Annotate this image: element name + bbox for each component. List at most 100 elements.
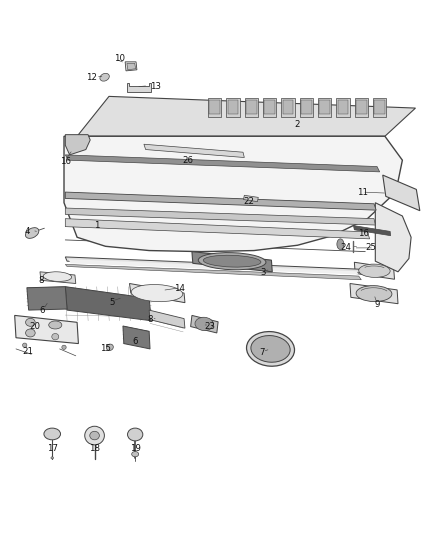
Ellipse shape bbox=[90, 431, 99, 440]
Polygon shape bbox=[65, 135, 90, 155]
Ellipse shape bbox=[44, 428, 60, 440]
Polygon shape bbox=[130, 284, 185, 303]
Ellipse shape bbox=[198, 253, 266, 270]
Ellipse shape bbox=[62, 345, 66, 350]
Polygon shape bbox=[65, 208, 375, 225]
Polygon shape bbox=[338, 100, 348, 115]
Text: 24: 24 bbox=[340, 244, 351, 253]
Ellipse shape bbox=[49, 321, 62, 329]
Polygon shape bbox=[77, 96, 416, 136]
Polygon shape bbox=[319, 100, 330, 115]
Polygon shape bbox=[65, 257, 361, 273]
Ellipse shape bbox=[195, 317, 213, 330]
Polygon shape bbox=[123, 326, 150, 349]
Polygon shape bbox=[68, 259, 359, 274]
Polygon shape bbox=[228, 100, 238, 115]
Polygon shape bbox=[356, 100, 367, 115]
Text: 23: 23 bbox=[204, 321, 215, 330]
Ellipse shape bbox=[25, 329, 35, 337]
Ellipse shape bbox=[52, 334, 59, 340]
Polygon shape bbox=[246, 100, 257, 115]
Polygon shape bbox=[283, 100, 293, 115]
Text: 12: 12 bbox=[86, 73, 97, 82]
Text: 14: 14 bbox=[174, 284, 185, 293]
Polygon shape bbox=[354, 262, 395, 279]
Text: 1: 1 bbox=[94, 221, 99, 230]
Text: 22: 22 bbox=[243, 197, 254, 206]
Polygon shape bbox=[355, 98, 368, 117]
Polygon shape bbox=[375, 203, 411, 272]
Ellipse shape bbox=[43, 272, 72, 281]
Text: 7: 7 bbox=[259, 348, 265, 357]
Ellipse shape bbox=[132, 451, 139, 457]
Polygon shape bbox=[149, 310, 185, 328]
Ellipse shape bbox=[25, 318, 35, 326]
Polygon shape bbox=[64, 136, 403, 252]
Text: 19: 19 bbox=[130, 444, 141, 453]
Ellipse shape bbox=[106, 344, 113, 351]
Ellipse shape bbox=[22, 343, 27, 348]
Polygon shape bbox=[350, 284, 398, 304]
Text: 3: 3 bbox=[260, 269, 265, 277]
Text: 6: 6 bbox=[39, 305, 45, 314]
Polygon shape bbox=[373, 98, 386, 117]
Polygon shape bbox=[192, 252, 272, 272]
Polygon shape bbox=[27, 287, 67, 310]
Polygon shape bbox=[65, 287, 151, 321]
Ellipse shape bbox=[85, 426, 104, 445]
Polygon shape bbox=[191, 316, 218, 333]
Text: 10: 10 bbox=[114, 54, 125, 62]
Polygon shape bbox=[383, 175, 420, 211]
Polygon shape bbox=[40, 272, 76, 284]
Polygon shape bbox=[282, 98, 294, 117]
Polygon shape bbox=[245, 98, 258, 117]
Text: 9: 9 bbox=[374, 300, 380, 309]
Ellipse shape bbox=[100, 74, 110, 81]
Polygon shape bbox=[208, 98, 221, 117]
Ellipse shape bbox=[359, 264, 390, 277]
Polygon shape bbox=[353, 225, 391, 236]
Polygon shape bbox=[14, 316, 78, 344]
Polygon shape bbox=[65, 192, 376, 210]
Polygon shape bbox=[265, 100, 275, 115]
Polygon shape bbox=[65, 264, 361, 280]
Text: 2: 2 bbox=[295, 119, 300, 128]
Text: 18: 18 bbox=[89, 444, 100, 453]
Polygon shape bbox=[226, 98, 240, 117]
Polygon shape bbox=[209, 100, 220, 115]
Text: 17: 17 bbox=[47, 444, 58, 453]
Text: 16: 16 bbox=[60, 157, 71, 166]
Polygon shape bbox=[374, 100, 385, 115]
Text: 8: 8 bbox=[147, 315, 153, 324]
Text: 13: 13 bbox=[150, 82, 161, 91]
Text: 25: 25 bbox=[365, 244, 376, 253]
Ellipse shape bbox=[51, 457, 53, 459]
Polygon shape bbox=[301, 100, 311, 115]
Polygon shape bbox=[336, 98, 350, 117]
Text: 6: 6 bbox=[132, 337, 138, 346]
Ellipse shape bbox=[25, 228, 39, 238]
Ellipse shape bbox=[247, 332, 294, 366]
Ellipse shape bbox=[356, 286, 392, 302]
Ellipse shape bbox=[203, 255, 261, 267]
Ellipse shape bbox=[127, 428, 143, 441]
Polygon shape bbox=[244, 195, 258, 201]
Text: 5: 5 bbox=[109, 298, 115, 307]
Polygon shape bbox=[125, 62, 137, 71]
Text: 8: 8 bbox=[38, 276, 44, 285]
Text: 16: 16 bbox=[357, 229, 369, 238]
Text: 4: 4 bbox=[25, 228, 31, 237]
Polygon shape bbox=[65, 219, 370, 239]
Text: 11: 11 bbox=[357, 188, 368, 197]
Text: 26: 26 bbox=[182, 156, 193, 165]
Ellipse shape bbox=[131, 285, 183, 302]
Text: 15: 15 bbox=[100, 344, 111, 353]
Text: 21: 21 bbox=[22, 347, 33, 356]
Polygon shape bbox=[318, 98, 331, 117]
Text: 20: 20 bbox=[29, 321, 40, 330]
Ellipse shape bbox=[251, 336, 290, 362]
Polygon shape bbox=[127, 63, 136, 70]
Polygon shape bbox=[300, 98, 313, 117]
Polygon shape bbox=[144, 144, 244, 158]
Polygon shape bbox=[263, 98, 276, 117]
